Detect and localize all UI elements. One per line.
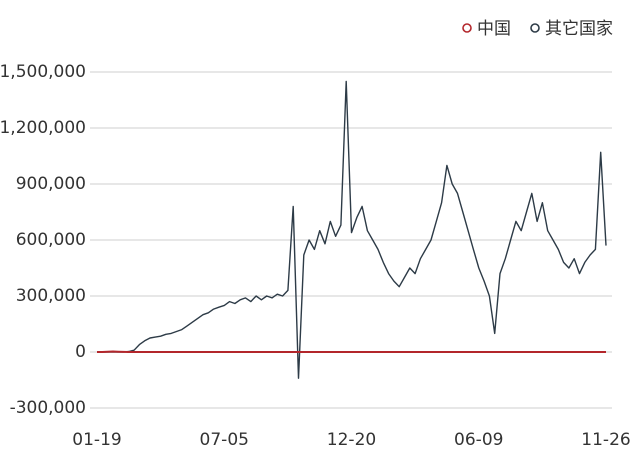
y-tick-label: 600,000: [16, 230, 86, 250]
y-tick-label: 900,000: [16, 174, 86, 194]
y-tick-label: -300,000: [10, 398, 86, 418]
y-tick-label: 0: [75, 342, 86, 362]
x-tick-label: 12-20: [327, 430, 376, 450]
x-tick-label: 11-26: [581, 430, 630, 450]
legend-marker: [462, 23, 472, 33]
x-tick-label: 01-19: [72, 430, 121, 450]
x-tick-label: 06-09: [454, 430, 503, 450]
y-tick-label: 1,500,000: [0, 62, 86, 82]
y-tick-label: 300,000: [16, 286, 86, 306]
legend-label: 中国: [477, 19, 511, 39]
y-tick-label: 1,200,000: [0, 118, 86, 138]
legend-marker: [530, 23, 540, 33]
series-line: [97, 80, 607, 379]
legend-label: 其它国家: [545, 19, 613, 39]
series-line: [97, 350, 606, 353]
x-tick-label: 07-05: [200, 430, 249, 450]
